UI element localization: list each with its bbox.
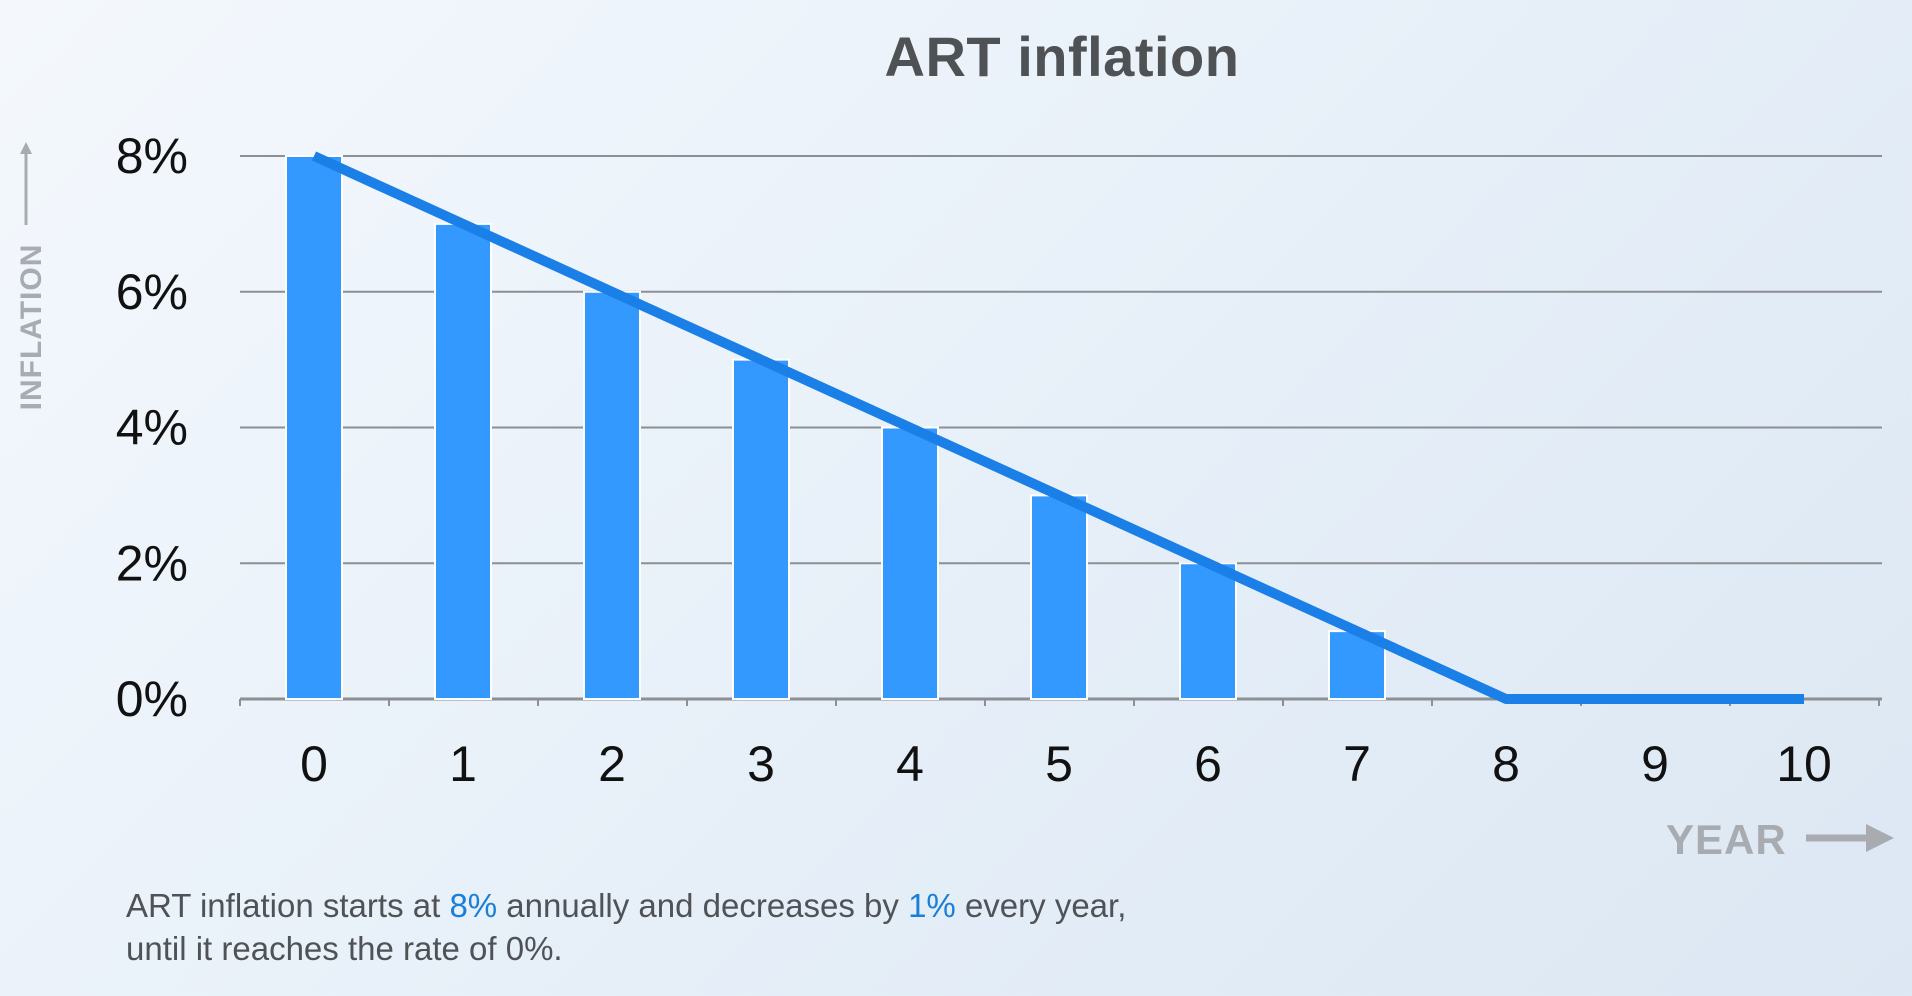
caption-text: every year, — [955, 887, 1127, 924]
x-tick-label: 8 — [1492, 736, 1520, 792]
caption-text: ART inflation starts at — [126, 887, 450, 924]
x-tick-label: 1 — [449, 736, 477, 792]
chart-title: ART inflation — [884, 25, 1240, 88]
bar — [881, 426, 939, 700]
x-tick-label: 7 — [1343, 736, 1371, 792]
x-tick-label: 0 — [300, 736, 328, 792]
bar — [1179, 562, 1237, 700]
x-tick-label: 4 — [896, 736, 924, 792]
x-tick-label: 6 — [1194, 736, 1222, 792]
x-tick-label: 2 — [598, 736, 626, 792]
x-axis-title: YEAR — [1666, 816, 1787, 863]
y-tick-label: 8% — [116, 128, 188, 184]
y-tick-label: 2% — [116, 535, 188, 591]
bar — [285, 155, 343, 700]
x-tick-label: 10 — [1776, 736, 1832, 792]
y-tick-label: 6% — [116, 264, 188, 320]
caption: ART inflation starts at 8% annually and … — [126, 884, 1226, 970]
x-tick-label: 5 — [1045, 736, 1073, 792]
x-tick-label: 9 — [1641, 736, 1669, 792]
y-tick-label: 4% — [116, 400, 188, 456]
inflation-trend-line — [311, 151, 1804, 704]
x-tick-label: 3 — [747, 736, 775, 792]
bar — [1328, 630, 1386, 700]
y-axis-title: INFLATION — [8, 140, 48, 411]
y-tick-label: 0% — [116, 671, 188, 727]
bar — [583, 290, 641, 700]
bar — [732, 358, 790, 700]
caption-text: annually and decreases by — [497, 887, 909, 924]
caption-highlight-start-rate: 8% — [449, 887, 498, 924]
caption-highlight-decrease-rate: 1% — [908, 887, 956, 924]
bar — [1030, 494, 1088, 700]
bar — [434, 222, 492, 700]
caption-text: until it reaches the rate of 0%. — [126, 930, 563, 967]
y-axis-label: INFLATION — [15, 243, 48, 411]
